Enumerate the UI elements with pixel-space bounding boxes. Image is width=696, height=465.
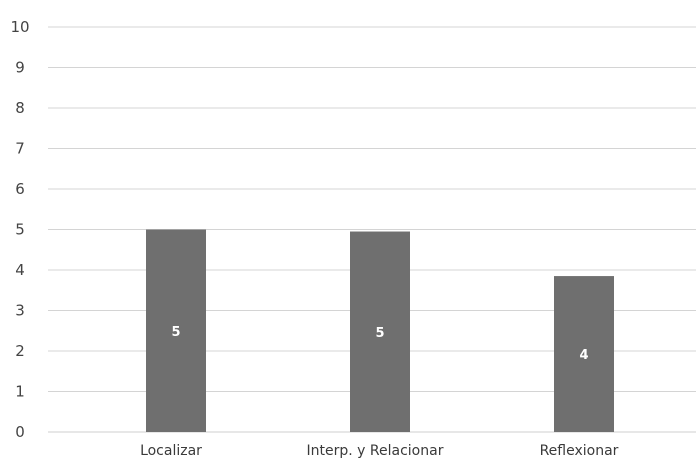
x-tick-label: Reflexionar [540, 443, 619, 459]
x-tick-label: Interp. y Relacionar [307, 443, 444, 459]
y-tick-label: 6 [15, 180, 25, 198]
y-tick-label: 4 [15, 261, 25, 279]
bar-localizar [146, 229, 206, 432]
bar-data-label: 5 [375, 326, 384, 341]
bar-data-label: 4 [579, 348, 588, 363]
x-tick-label: Localizar [140, 443, 202, 459]
bars [146, 229, 614, 432]
y-tick-label: 0 [15, 423, 25, 441]
y-tick-label: 10 [10, 18, 29, 36]
y-tick-label: 3 [15, 302, 25, 320]
y-tick-label: 1 [15, 383, 25, 401]
bar-data-labels: 5 5 4 [171, 325, 588, 363]
bar-data-label: 5 [171, 325, 180, 340]
y-tick-label: 7 [15, 140, 25, 158]
bar-reflexionar [554, 276, 614, 432]
y-tick-label: 5 [15, 221, 25, 239]
x-axis: Localizar Interp. y Relacionar Reflexionar [140, 443, 619, 459]
bar-interp-y-relacionar [350, 231, 410, 432]
y-tick-label: 2 [15, 342, 25, 360]
y-tick-label: 8 [15, 99, 25, 117]
y-tick-label: 9 [15, 59, 25, 77]
y-axis: 0 1 2 3 4 5 6 7 8 9 10 [10, 18, 29, 441]
